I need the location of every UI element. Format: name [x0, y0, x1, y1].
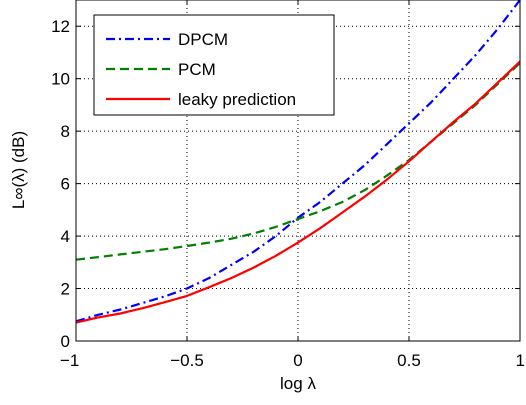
legend-label-0: DPCM	[178, 30, 228, 49]
legend-label-2: leaky prediction	[178, 90, 296, 109]
x-tick-labels: −1 −0.5 0 0.5 1	[60, 351, 525, 370]
y-tick-label: 10	[51, 70, 70, 89]
y-tick-labels: 0 2 4 6 8 10 12	[51, 17, 70, 351]
y-tick-label: 4	[61, 227, 70, 246]
y-tick-label: 6	[61, 175, 70, 194]
x-tick-label: −0.5	[170, 351, 204, 370]
x-axis-label: log λ	[280, 374, 316, 393]
series-line-0	[75, 0, 521, 323]
x-tick-label: −1	[60, 351, 79, 370]
legend: DPCM PCM leaky prediction	[93, 14, 335, 116]
legend-label-1: PCM	[178, 60, 216, 79]
series-line-2	[75, 60, 521, 324]
y-tick-label: 12	[51, 17, 70, 36]
y-axis-label: L∞(λ) (dB)	[9, 131, 28, 209]
x-tick-label: 0	[293, 351, 302, 370]
series-layer	[75, 0, 521, 324]
y-tick-label: 2	[61, 280, 70, 299]
axis-ticks	[75, 0, 521, 342]
x-tick-label: 0.5	[397, 351, 421, 370]
y-tick-label: 8	[61, 122, 70, 141]
x-tick-label: 1	[516, 351, 525, 370]
y-tick-label: 0	[61, 332, 70, 351]
